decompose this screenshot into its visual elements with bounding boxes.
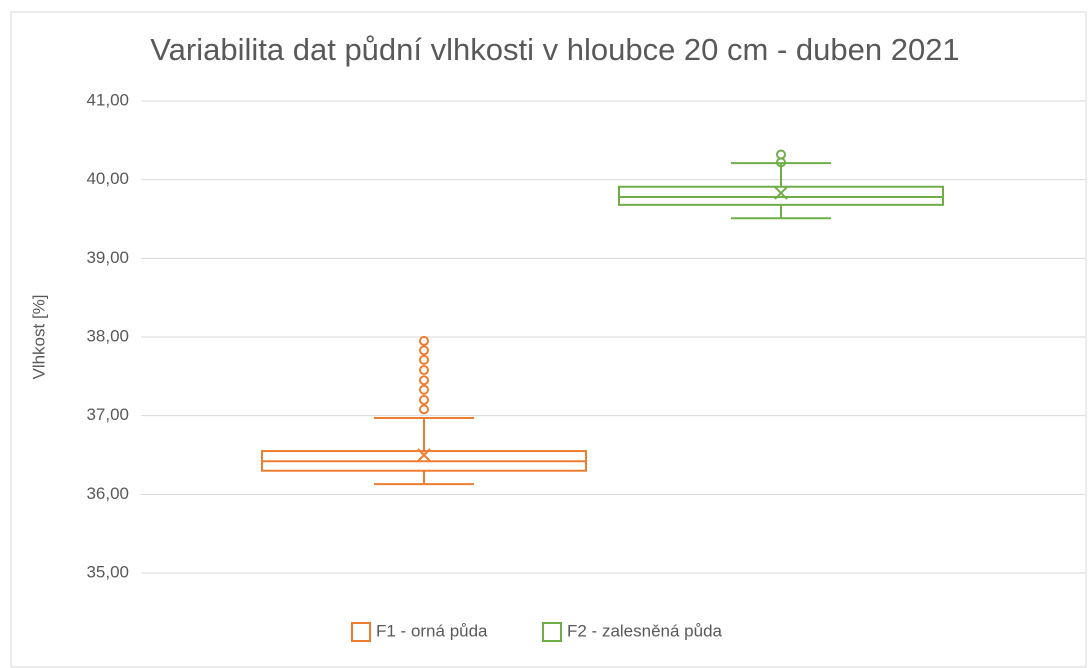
y-tick-label: 38,00 xyxy=(86,326,129,345)
outlier xyxy=(419,354,429,365)
y-axis-label: Vlhkost [%] xyxy=(29,294,48,379)
outlier xyxy=(419,345,429,356)
outlier xyxy=(419,375,429,386)
y-tick-label: 41,00 xyxy=(86,90,129,109)
y-tick-label: 36,00 xyxy=(86,484,129,503)
outlier xyxy=(419,404,429,415)
y-tick-label: 39,00 xyxy=(86,248,129,267)
outlier xyxy=(419,384,429,395)
legend-label: F2 - zalesněná půda xyxy=(567,621,723,640)
y-tick-label: 40,00 xyxy=(86,169,129,188)
outlier xyxy=(776,149,786,160)
y-tick-label: 35,00 xyxy=(86,562,129,581)
outlier xyxy=(419,335,429,346)
outlier xyxy=(419,365,429,376)
chart-title: Variabilita dat půdní vlhkosti v hloubce… xyxy=(150,32,959,67)
outlier xyxy=(419,394,429,405)
box xyxy=(618,185,944,206)
legend-label: F1 - orná půda xyxy=(376,621,488,640)
y-tick-label: 37,00 xyxy=(86,405,129,424)
chart-frame xyxy=(10,11,1087,668)
legend-swatch xyxy=(542,622,562,642)
mean-marker xyxy=(774,186,788,200)
legend-swatch xyxy=(351,622,371,642)
mean-marker xyxy=(417,448,431,462)
